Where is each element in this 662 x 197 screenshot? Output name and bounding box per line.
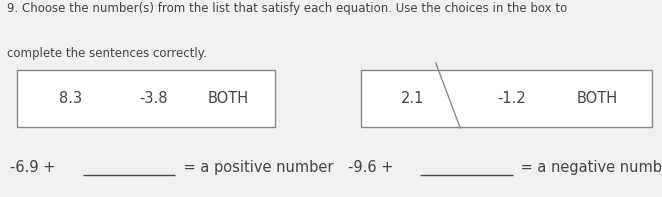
Text: 9. Choose the number(s) from the list that satisfy each equation. Use the choice: 9. Choose the number(s) from the list th… xyxy=(7,2,567,15)
Text: 8.3: 8.3 xyxy=(59,91,81,106)
Text: -3.8: -3.8 xyxy=(139,91,167,106)
Text: -9.6 +: -9.6 + xyxy=(348,160,398,175)
Text: complete the sentences correctly.: complete the sentences correctly. xyxy=(7,47,207,60)
Text: BOTH: BOTH xyxy=(208,91,249,106)
Text: = a negative number: = a negative number xyxy=(516,160,662,175)
Text: BOTH: BOTH xyxy=(577,91,618,106)
Text: 2.1: 2.1 xyxy=(401,91,424,106)
Text: = a positive number: = a positive number xyxy=(179,160,333,175)
Text: -1.2: -1.2 xyxy=(498,91,526,106)
FancyBboxPatch shape xyxy=(361,70,652,127)
FancyBboxPatch shape xyxy=(17,70,275,127)
Text: -6.9 +: -6.9 + xyxy=(10,160,60,175)
